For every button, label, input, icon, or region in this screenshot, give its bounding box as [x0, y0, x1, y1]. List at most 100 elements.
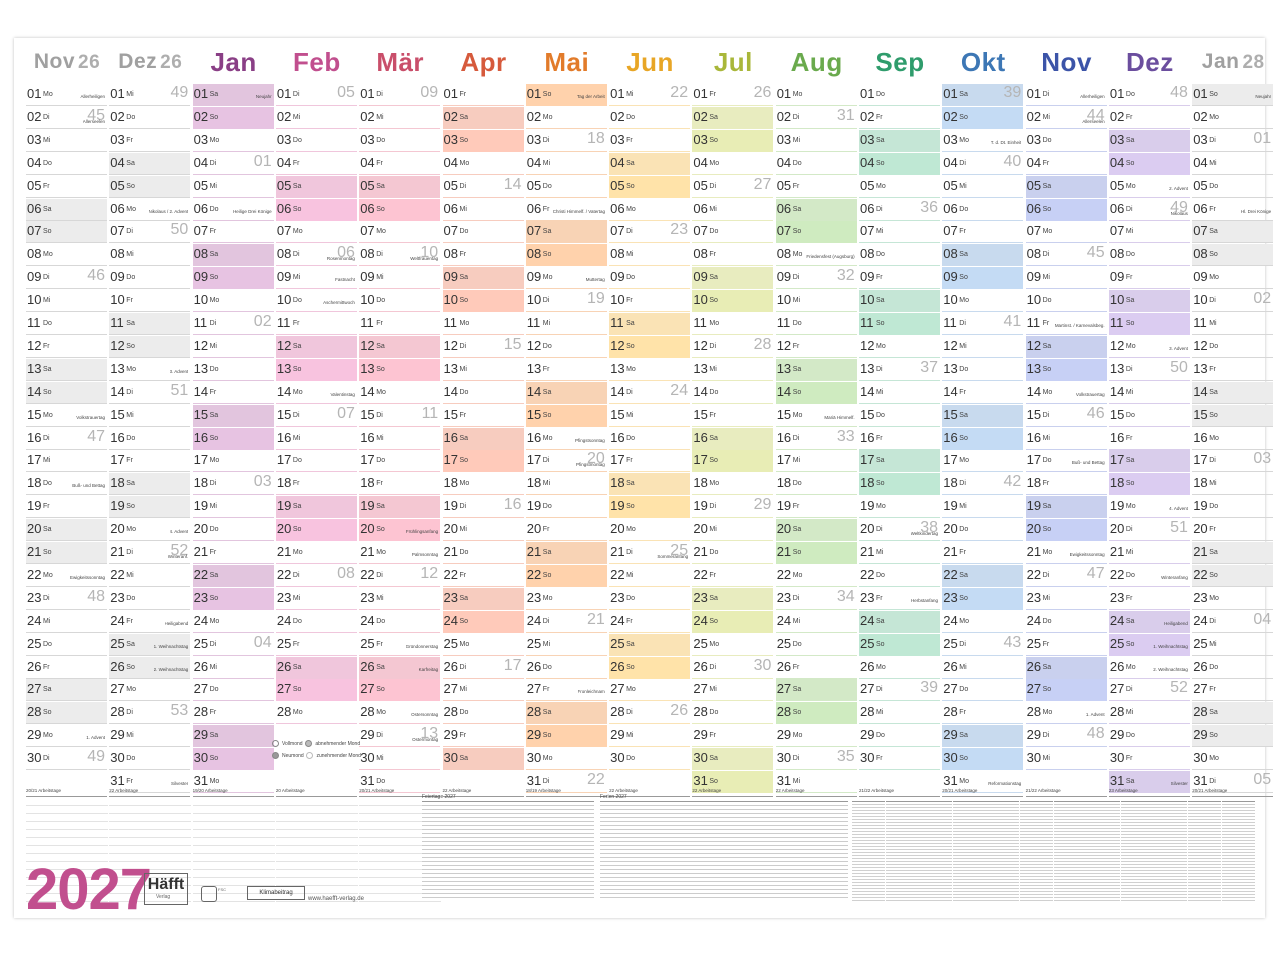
weekday-label: Di [209, 320, 217, 327]
day-number: 11 [943, 315, 957, 330]
day-number: 03 [193, 131, 209, 147]
week-number: 38 [920, 519, 938, 537]
holiday-note: Valentinstag [330, 391, 355, 397]
day-number: 31 [943, 773, 958, 788]
weekday-label: So [959, 113, 968, 121]
day-number: 29 [526, 727, 542, 743]
day-number: 20 [360, 521, 375, 537]
day-number: 27 [276, 681, 292, 697]
weekday-label: Mo [126, 365, 137, 373]
day-number: 31 [526, 773, 542, 788]
holiday-note: Rosenmontag [326, 256, 355, 262]
day-number: 30 [27, 750, 42, 766]
day-row: 17 Do Buß- und Bettag [1025, 450, 1107, 473]
day-number: 18 [860, 475, 875, 491]
weekday-label: Do [1125, 251, 1135, 259]
day-row: 27 Mi [692, 679, 774, 702]
weekday-label: Di [376, 732, 383, 740]
weekday-label: Mo [626, 365, 636, 373]
day-number: 10 [1026, 292, 1042, 308]
weekday-label: Mi [1209, 320, 1217, 327]
week-number: 47 [1086, 564, 1105, 582]
day-row: 21 Mo Ewigkeitssonntag [1025, 542, 1107, 564]
weekday-label: Di [376, 571, 383, 579]
day-number: 31 [776, 773, 792, 788]
day-row: 15 So [525, 404, 607, 427]
day-row: 20 Di 38 Weltkindertag [859, 519, 940, 542]
weekday-label: Fr [1042, 320, 1050, 327]
day-row: 30 Sa [442, 748, 524, 771]
weekday-label: Sa [626, 159, 635, 167]
day-number: 20 [776, 521, 792, 537]
holiday-note: 2. Advent [1169, 185, 1188, 191]
day-number: 04 [1026, 154, 1042, 170]
day-number: 31 [193, 773, 209, 788]
day-row: 22 Do Winteranfang [1108, 565, 1190, 587]
weekday-label: Sa [376, 182, 385, 190]
day-number: 24 [1193, 612, 1208, 628]
month-header: Mär [359, 44, 441, 80]
day-row: 16 So [942, 427, 1024, 450]
holiday-note: Allerheiligen [1080, 94, 1105, 99]
day-number: 24 [1109, 612, 1125, 628]
day-number: 25 [776, 635, 792, 651]
day-row: 29 Mo 1. Advent [26, 725, 107, 748]
mini-month-header [1020, 794, 1053, 802]
weekday-label: Mi [209, 342, 217, 350]
day-row: 25 Mo [442, 634, 524, 656]
day-number: 18 [610, 475, 625, 491]
weekday-label: Mo [209, 297, 220, 305]
weekday-label: Do [292, 617, 302, 625]
day-row: 07 Di 50 [109, 221, 191, 244]
day-row: 09 Di 32 [775, 267, 857, 290]
day-row: 01 Di 09 [359, 84, 441, 106]
weekday-label: Mi [126, 571, 134, 579]
weekday-label: Mi [542, 640, 551, 648]
weekday-label: Fr [459, 251, 467, 259]
day-number: 19 [693, 498, 708, 514]
day-row: 26 Do [525, 657, 607, 679]
day-row: 28 Mo [275, 702, 357, 725]
calendar-year: 2027 [26, 857, 152, 922]
day-row: 17 So [442, 450, 524, 473]
weekday-label: Di [1042, 251, 1050, 259]
weekday-label: Fr [126, 297, 133, 305]
day-number: 15 [776, 406, 792, 422]
weekday-label: Di [1125, 686, 1133, 694]
weekday-label: Sa [1042, 342, 1052, 350]
weekday-label: Mo [876, 663, 886, 671]
weekday-label: Mo [376, 709, 386, 717]
day-row: 26 Sa [275, 656, 357, 679]
day-number: 22 [1109, 566, 1125, 582]
day-number: 13 [1109, 360, 1125, 376]
weekday-label: Fr [626, 457, 633, 465]
weekday-label: Fr [1042, 640, 1050, 648]
weekday-label: Do [376, 457, 386, 465]
day-number: 23 [27, 589, 42, 605]
weekday-label: Sa [43, 686, 52, 694]
weekday-label: Do [792, 640, 802, 648]
day-number: 13 [943, 360, 958, 376]
weekday-label: Fr [709, 411, 716, 419]
weekday-label: Do [959, 205, 969, 213]
day-number: 10 [610, 292, 625, 308]
day-row: 29 Sa [192, 725, 274, 748]
mini-month-header [919, 794, 953, 802]
weekday-label: Mi [1125, 228, 1134, 236]
notes-lines [275, 798, 358, 908]
day-number: 19 [776, 498, 792, 514]
day-row: 08 Fr [692, 244, 774, 267]
day-row: 23 So [942, 587, 1024, 610]
day-number: 21 [193, 544, 209, 559]
weekday-label: Fr [43, 182, 50, 190]
day-row: 14 Mo [359, 382, 441, 404]
day-row: 11 Mi [525, 313, 607, 335]
mini-month [1188, 794, 1221, 904]
weekday-label: Sa [542, 228, 552, 236]
publisher-url[interactable]: www.haefft-verlag.de [308, 896, 364, 902]
workdays-footer: 21/22 Arbeitstage [1025, 788, 1107, 797]
weekday-label: Mi [876, 228, 884, 236]
weekday-label: Fr [792, 503, 800, 511]
day-number: 19 [27, 498, 42, 514]
day-row: 30 Mo [525, 748, 607, 771]
